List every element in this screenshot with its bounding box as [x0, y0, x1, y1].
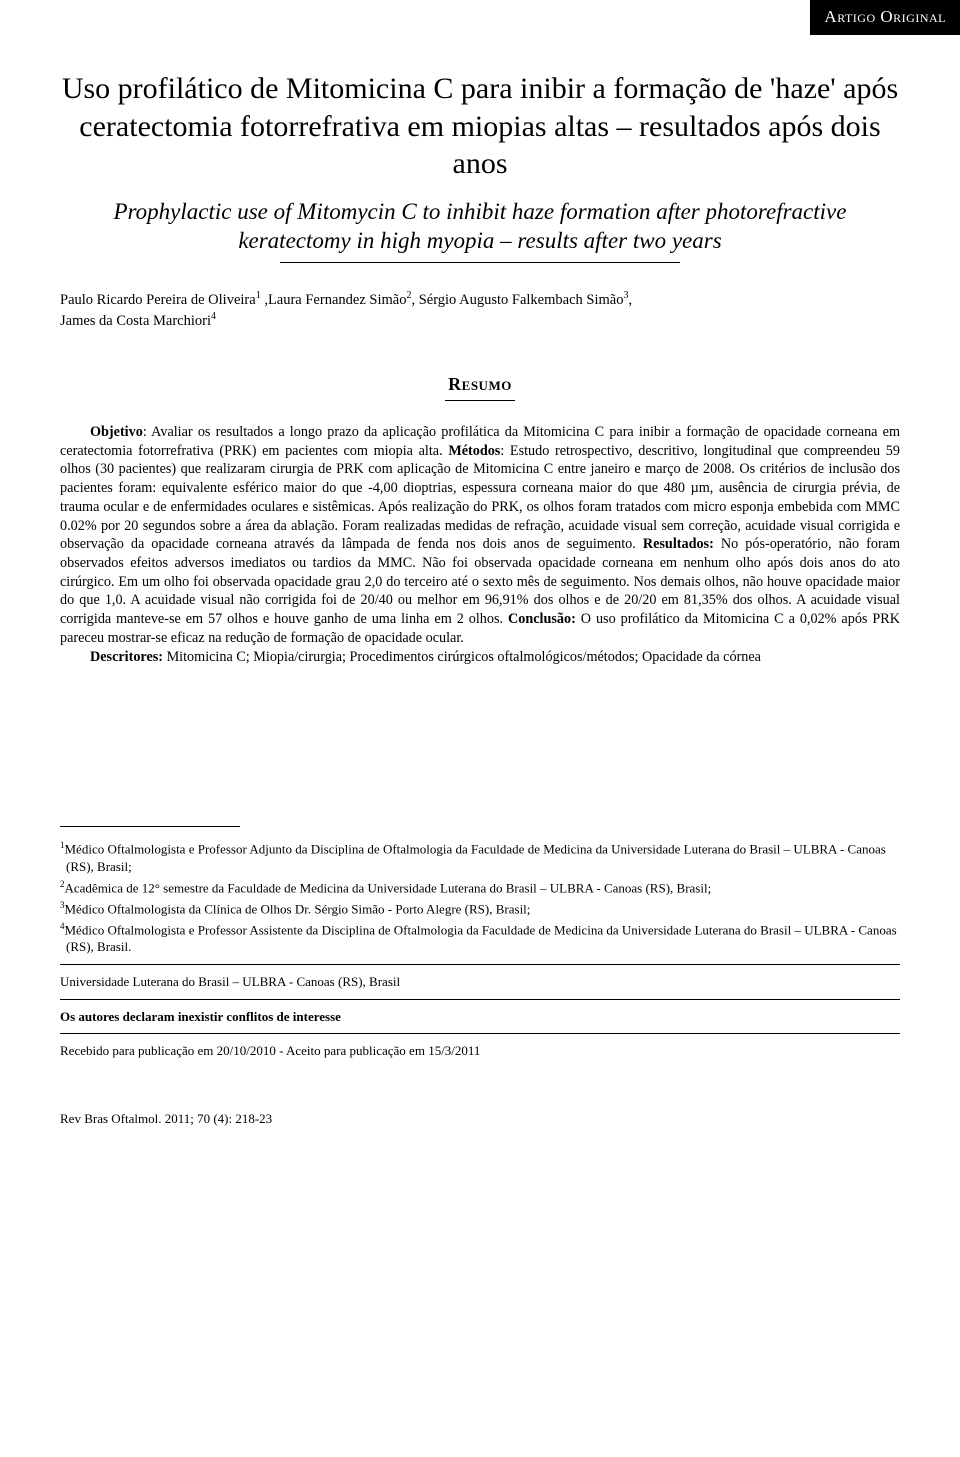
author-2: Laura Fernandez Simão [268, 292, 407, 308]
affiliation-rule [60, 826, 240, 827]
article-title-en: Prophylactic use of Mitomycin C to inhib… [60, 197, 900, 257]
institution: Universidade Luterana do Brasil – ULBRA … [60, 973, 900, 991]
author-4: James da Costa Marchiori [60, 313, 211, 329]
author-1: Paulo Ricardo Pereira de Oliveira [60, 292, 256, 308]
affil-2: Acadêmica de 12° semestre da Faculdade d… [65, 880, 712, 895]
descriptors-label: Descritores: [90, 649, 163, 665]
author-3: Sérgio Augusto Falkembach Simão [419, 292, 624, 308]
conclusion-label: Conclusão: [508, 611, 576, 627]
sep: : [500, 443, 510, 459]
sep: , [411, 292, 418, 308]
received-accepted: Recebido para publicação em 20/10/2010 -… [60, 1042, 900, 1060]
sep: , [628, 292, 632, 308]
resumo-heading: Resumo [60, 372, 900, 396]
resumo-rule [445, 400, 515, 401]
results-label: Resultados: [643, 536, 714, 552]
affil-1: Médico Oftalmologista e Professor Adjunt… [65, 842, 886, 875]
author-4-sup: 4 [211, 311, 216, 322]
article-type-badge: Artigo Original [810, 0, 960, 35]
article-title-pt: Uso profilático de Mitomicina C para ini… [60, 70, 900, 183]
affiliations: 1Médico Oftalmologista e Professor Adjun… [60, 839, 900, 956]
title-rule [280, 262, 680, 263]
sep: : [143, 424, 151, 440]
conflict-statement: Os autores declaram inexistir conflitos … [60, 1008, 900, 1026]
abstract-body: Objetivo: Avaliar os resultados a longo … [60, 423, 900, 667]
institution-rule-bottom [60, 999, 900, 1000]
methods-label: Métodos [448, 443, 500, 459]
institution-rule-top [60, 964, 900, 965]
sep: , [261, 292, 268, 308]
descriptors-text: Mitomicina C; Miopia/cirurgia; Procedime… [163, 649, 761, 665]
journal-footer: Rev Bras Oftalmol. 2011; 70 (4): 218-23 [60, 1110, 900, 1128]
affil-3: Médico Oftalmologista da Clínica de Olho… [65, 901, 531, 916]
objective-label: Objetivo [90, 424, 143, 440]
affil-4: Médico Oftalmologista e Professor Assist… [65, 922, 897, 955]
received-rule [60, 1033, 900, 1034]
author-list: Paulo Ricardo Pereira de Oliveira1 ,Laur… [60, 289, 900, 331]
